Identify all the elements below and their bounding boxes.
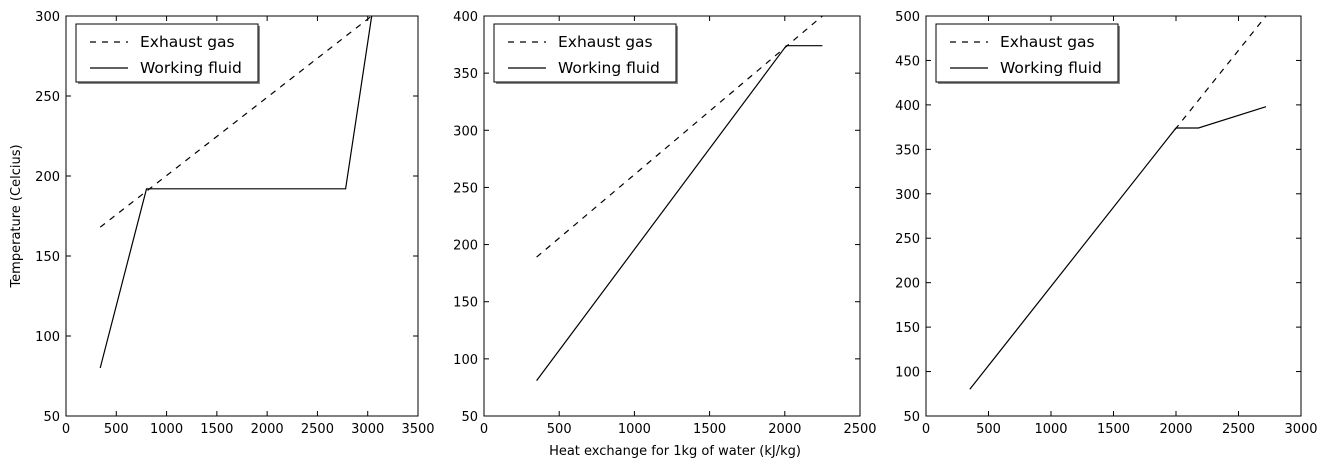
y-tick-label: 150 [35,250,60,265]
x-tick-label: 2000 [768,422,801,437]
x-tick-label: 1000 [1034,422,1067,437]
y-tick-label: 100 [895,366,920,381]
legend-label: Exhaust gas [1000,33,1095,51]
x-tick-label: 500 [976,422,1001,437]
x-tick-label: 3500 [401,422,434,437]
x-tick-label: 3000 [351,422,384,437]
y-tick-label: 150 [453,296,478,311]
y-tick-label: 50 [461,410,478,425]
y-tick-label: 300 [35,10,60,25]
series-line-exhaust-gas [99,15,373,228]
y-tick-label: 500 [895,10,920,25]
chart-panel-1: 0 500 1000 1500 2000 2500 3000 3500 50 100 150 200 2… [35,10,434,437]
y-tick-label: 300 [453,124,478,139]
x-tick-label: 500 [104,422,129,437]
y-tick-label: 250 [453,181,478,196]
x-tick-label: 1500 [693,422,726,437]
legend-label: Working fluid [558,59,660,77]
y-tick-label: 400 [453,10,478,25]
x-tick-label: 0 [922,422,930,437]
y-tick-label: 200 [35,170,60,185]
y-tick-label: 150 [895,321,920,336]
series-line-exhaust-gas [1174,15,1267,131]
legend-label: Working fluid [1000,59,1102,77]
x-tick-label: 2500 [301,422,334,437]
legend-label: Working fluid [140,59,242,77]
plot-frame [483,15,861,417]
series-line-exhaust-gas [536,15,823,258]
x-tick-label: 1000 [618,422,651,437]
x-tick-label: 2500 [843,422,876,437]
x-axis-label: Heat exchange for 1kg of water (kJ/kg) [549,444,801,459]
y-tick-label: 200 [895,277,920,292]
y-axis-label: Temperature (Celcius) [9,144,24,288]
x-tick-label: 0 [480,422,488,437]
x-tick-label: 2000 [1159,422,1192,437]
y-tick-label: 100 [453,353,478,368]
x-tick-label: 500 [547,422,572,437]
y-tick-label: 50 [903,410,920,425]
legend-label: Exhaust gas [140,33,235,51]
x-tick-label: 3000 [1284,422,1317,437]
chart-panel-3: 0 500 1000 1500 2000 2500 3000 50 100 150 200 250 30… [895,10,1317,437]
legend-box [935,23,1119,83]
x-tick-label: 0 [62,422,70,437]
y-tick-label: 50 [43,410,60,425]
y-tick-label: 350 [453,67,478,82]
x-tick-label: 1000 [150,422,183,437]
x-tick-label: 1500 [200,422,233,437]
y-tick-label: 100 [35,330,60,345]
series-line-working-fluid [969,106,1267,390]
y-tick-label: 200 [453,239,478,254]
y-tick-label: 350 [895,143,920,158]
x-tick-label: 1500 [1097,422,1130,437]
legend-box [493,23,677,83]
x-tick-label: 2000 [251,422,284,437]
y-tick-label: 250 [35,90,60,105]
legend-box [75,23,259,83]
y-tick-label: 300 [895,188,920,203]
legend-label: Exhaust gas [558,33,653,51]
y-tick-label: 250 [895,232,920,247]
y-tick-label: 400 [895,99,920,114]
y-tick-label: 450 [895,54,920,69]
plot-frame [65,15,419,417]
series-line-working-fluid [536,45,823,381]
series-line-working-fluid [99,15,373,369]
x-tick-label: 2500 [1222,422,1255,437]
chart-panel-2: 0 500 1000 1500 2000 2500 50 100 150 200 250 300 350… [453,10,876,437]
